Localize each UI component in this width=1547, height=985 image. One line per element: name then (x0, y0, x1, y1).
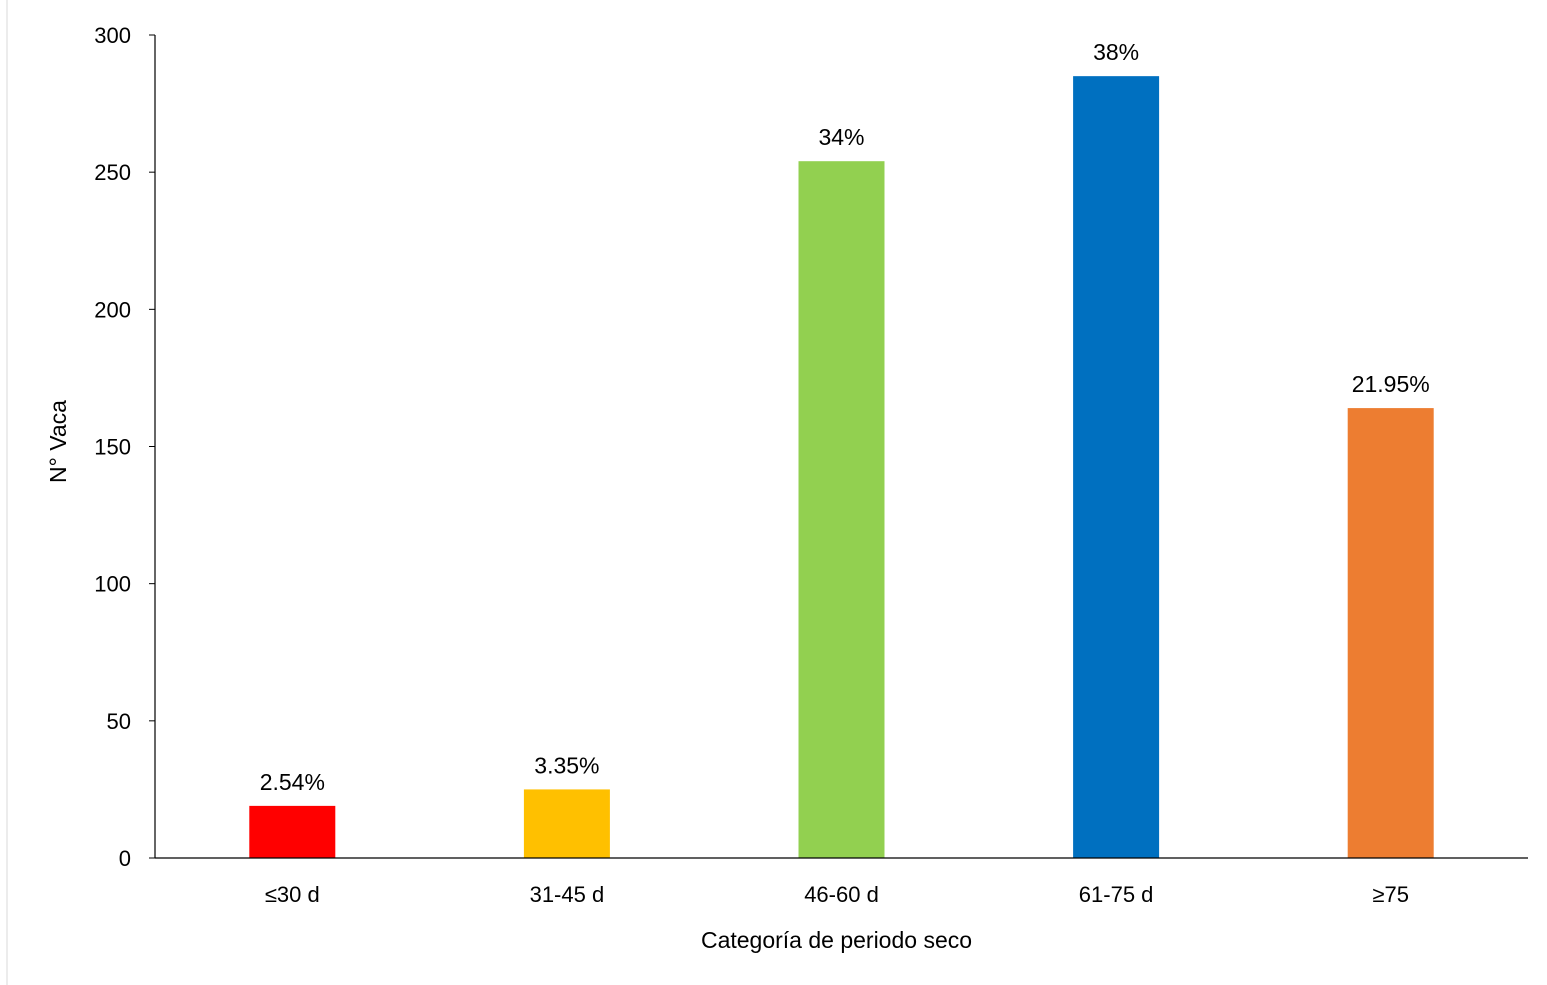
y-tick-label: 150 (94, 435, 131, 460)
bar-data-label: 21.95% (1352, 371, 1430, 397)
y-tick-label: 300 (94, 23, 131, 48)
x-tick-label: 61-75 d (1079, 882, 1154, 907)
y-tick-label: 200 (94, 297, 131, 322)
y-tick-label: 100 (94, 572, 131, 597)
y-ticks: 0 50 100 150 200 250 300 (94, 23, 155, 871)
x-tick-label: ≤30 d (265, 882, 320, 907)
y-tick-label: 250 (94, 160, 131, 185)
bar-data-label: 2.54% (260, 769, 325, 795)
bar-data-label: 34% (818, 124, 864, 150)
x-ticks: ≤30 d 31-45 d 46-60 d 61-75 d ≥75 (265, 882, 1409, 907)
bar (798, 161, 885, 858)
bar-data-label: 3.35% (534, 752, 599, 778)
y-tick-label: 0 (119, 846, 131, 871)
bar (249, 805, 336, 858)
bar (523, 789, 610, 858)
y-tick-label: 50 (107, 709, 131, 734)
bar-data-label: 38% (1093, 39, 1139, 65)
bars-layer (249, 76, 1434, 858)
x-axis-title: Categoría de periodo seco (701, 927, 972, 953)
x-tick-label: 31-45 d (530, 882, 605, 907)
x-tick-label: 46-60 d (804, 882, 879, 907)
bar (1073, 76, 1160, 858)
x-tick-label: ≥75 (1372, 882, 1409, 907)
y-axis-title: N° Vaca (45, 400, 71, 483)
bar (1347, 408, 1434, 858)
data-labels: 2.54% 3.35% 34% 38% 21.95% (260, 39, 1430, 795)
